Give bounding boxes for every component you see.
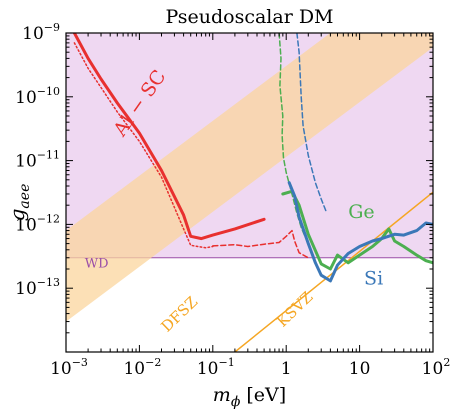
series-si-solid-6 [287, 181, 433, 283]
region-dfsz-band [66, 33, 433, 322]
y-tick-label: 10−11 [15, 149, 60, 172]
data-series [72, 33, 433, 283]
chart-title: Pseudoscalar DM [165, 6, 333, 28]
x-tick-label: 10−1 [197, 356, 235, 379]
x-tick-label: 10−2 [123, 356, 161, 379]
y-tick-label: 10−10 [15, 85, 60, 108]
y-tick-label: 10−12 [15, 212, 60, 235]
x-tick-label: 10 [349, 359, 371, 379]
y-axis-label: gaee [5, 184, 33, 222]
x-tick-label: 102 [422, 356, 451, 379]
label-wd: WD [85, 257, 109, 272]
x-tick-label: 1 [281, 359, 292, 379]
shaded-regions [66, 33, 433, 352]
y-tick-label: 10−13 [15, 276, 60, 299]
label-si: Si [364, 267, 383, 289]
axis-ticks [65, 32, 434, 353]
x-tick-label: 10−3 [50, 356, 88, 379]
series-al-sc-solid-0 [72, 33, 266, 241]
axis-tick-labels: 10−3 10−2 10−1 1 10 10210−910−1010−1110−1210−… [15, 21, 450, 379]
plot-frame [65, 32, 434, 353]
series-curve-dotted-1 [73, 42, 214, 249]
label-ksvz: KSVZ [273, 288, 316, 331]
series-ge-solid-4 [281, 189, 433, 271]
y-tick-label: 10−9 [22, 21, 60, 44]
label-ge: Ge [348, 201, 374, 223]
x-axis-label: mϕ [eV] [213, 384, 286, 410]
series-curve-dashed-2 [212, 229, 310, 259]
label-dfsz: DFSZ [158, 293, 202, 336]
series-si-dashed-5 [296, 33, 327, 213]
